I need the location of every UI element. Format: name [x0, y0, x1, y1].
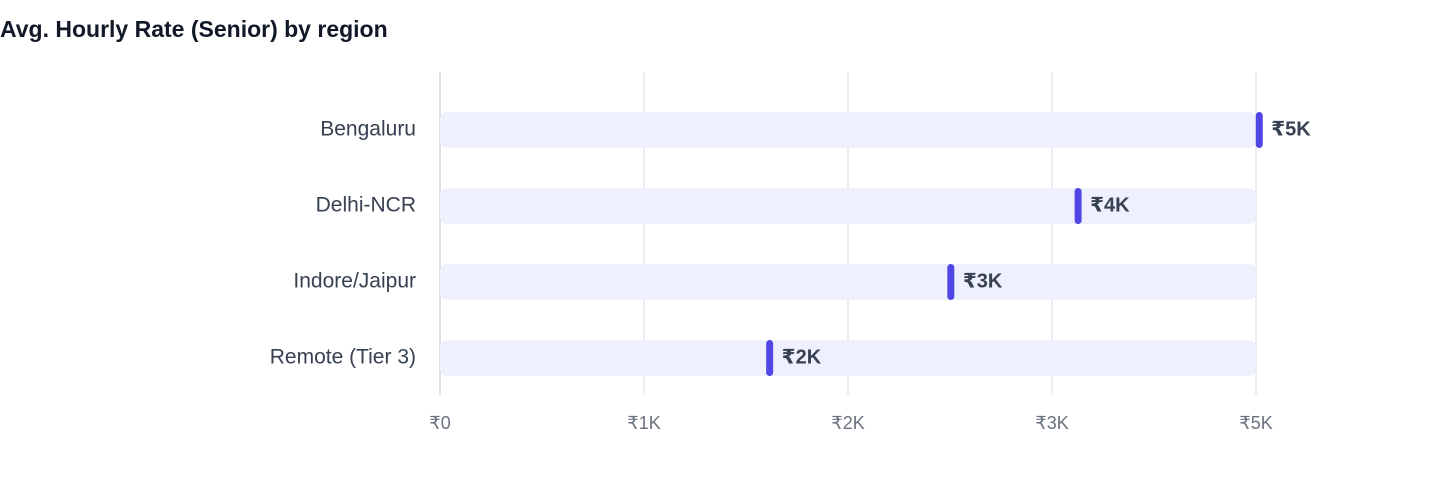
x-tick-label: ₹5K: [1239, 413, 1272, 433]
bar: [947, 264, 955, 300]
bar: [766, 340, 774, 376]
y-tick-label: Bengaluru: [320, 118, 416, 141]
x-tick-label: ₹1K: [627, 413, 660, 433]
bar-track: [440, 188, 1256, 224]
x-tick-label: ₹3K: [1035, 413, 1068, 433]
x-tick-label: ₹2K: [831, 413, 864, 433]
y-tick-label: Remote (Tier 3): [270, 346, 416, 369]
x-tick-label: ₹0: [429, 413, 450, 433]
value-label: ₹4K: [1090, 194, 1130, 216]
bar-track: [440, 112, 1256, 148]
bar: [1074, 188, 1082, 224]
value-label: ₹3K: [963, 270, 1003, 292]
bar: [1255, 112, 1263, 148]
value-label: ₹5K: [1271, 118, 1311, 140]
value-label: ₹2K: [782, 346, 822, 368]
bar-track: [440, 264, 1256, 300]
y-tick-label: Indore/Jaipur: [293, 270, 416, 293]
y-tick-label: Delhi-NCR: [316, 194, 416, 217]
chart-title: Avg. Hourly Rate (Senior) by region: [0, 16, 388, 42]
bar-track: [440, 340, 1256, 376]
